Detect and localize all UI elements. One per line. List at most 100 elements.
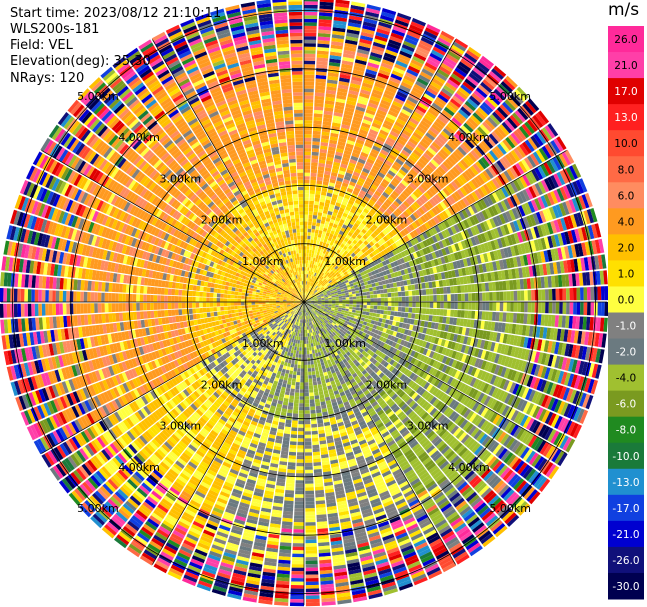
velocity-gate xyxy=(400,312,405,318)
velocity-gate xyxy=(347,25,361,32)
velocity-gate xyxy=(324,280,329,285)
velocity-gate xyxy=(354,211,361,217)
velocity-gate xyxy=(328,146,336,152)
velocity-gate xyxy=(351,225,357,231)
velocity-gate xyxy=(305,291,308,296)
velocity-gate xyxy=(314,395,320,400)
velocity-gate xyxy=(326,255,330,260)
velocity-gate xyxy=(312,374,316,379)
velocity-gate xyxy=(319,155,327,161)
velocity-gate xyxy=(345,299,350,302)
velocity-gate xyxy=(319,12,333,17)
velocity-gate xyxy=(346,168,354,175)
velocity-gate xyxy=(393,144,403,152)
velocity-gate xyxy=(348,211,355,217)
velocity-gate xyxy=(452,41,467,52)
velocity-gate xyxy=(392,177,401,185)
velocity-gate xyxy=(333,112,343,117)
velocity-gate xyxy=(307,281,310,286)
velocity-gate xyxy=(479,123,491,135)
velocity-gate xyxy=(334,108,344,114)
velocity-gate xyxy=(346,202,353,209)
velocity-gate xyxy=(356,180,364,187)
velocity-gate xyxy=(407,185,415,193)
velocity-gate xyxy=(435,168,444,178)
velocity-gate xyxy=(447,101,460,111)
velocity-gate xyxy=(393,161,402,169)
velocity-gate xyxy=(410,193,418,201)
velocity-gate xyxy=(323,265,327,270)
velocity-gate xyxy=(304,116,313,121)
velocity-gate xyxy=(361,219,368,226)
velocity-gate xyxy=(457,285,462,293)
velocity-gate xyxy=(381,165,389,173)
velocity-gate xyxy=(310,232,315,237)
velocity-gate xyxy=(370,52,383,59)
velocity-gate xyxy=(576,287,581,301)
velocity-gate xyxy=(363,164,372,171)
velocity-gate xyxy=(343,113,353,120)
velocity-gate xyxy=(365,237,372,244)
velocity-gate xyxy=(321,282,325,286)
velocity-gate xyxy=(309,264,312,268)
velocity-gate xyxy=(317,262,321,267)
velocity-gate xyxy=(315,281,319,285)
velocity-gate xyxy=(330,258,335,263)
velocity-gate xyxy=(317,258,320,263)
velocity-gate xyxy=(346,257,351,262)
velocity-gate xyxy=(311,155,319,160)
velocity-gate xyxy=(316,287,320,291)
velocity-gate xyxy=(424,27,439,37)
velocity-gate xyxy=(317,33,331,38)
velocity-gate xyxy=(324,170,331,176)
velocity-gate xyxy=(335,271,340,276)
velocity-gate xyxy=(600,286,605,301)
velocity-gate xyxy=(352,69,365,76)
velocity-gate xyxy=(400,47,414,56)
velocity-gate xyxy=(319,201,325,207)
velocity-gate xyxy=(336,198,343,204)
velocity-gate xyxy=(344,146,353,152)
velocity-gate xyxy=(305,291,307,296)
velocity-gate xyxy=(304,221,308,226)
velocity-gate xyxy=(315,262,319,266)
velocity-gate xyxy=(415,302,420,308)
velocity-gate xyxy=(457,310,462,318)
velocity-gate xyxy=(363,217,370,223)
velocity-gate xyxy=(378,69,391,77)
velocity-gate xyxy=(304,267,306,271)
velocity-gate xyxy=(332,242,337,248)
velocity-gate xyxy=(345,297,350,300)
velocity-gate xyxy=(587,302,591,316)
velocity-gate xyxy=(370,298,374,302)
velocity-gate xyxy=(341,262,346,267)
velocity-gate xyxy=(499,291,504,301)
velocity-gate xyxy=(356,304,360,308)
velocity-gate xyxy=(304,211,309,215)
velocity-gate xyxy=(336,263,341,268)
velocity-gate xyxy=(315,269,318,274)
velocity-gate xyxy=(439,112,451,122)
velocity-gate xyxy=(458,109,469,119)
velocity-gate xyxy=(330,266,335,271)
velocity-gate xyxy=(353,187,361,193)
velocity-gate xyxy=(337,269,342,274)
velocity-gate xyxy=(363,115,373,122)
velocity-gate xyxy=(457,146,467,156)
velocity-gate xyxy=(398,296,402,302)
velocity-gate xyxy=(308,289,311,293)
velocity-gate xyxy=(443,309,448,317)
velocity-gate xyxy=(386,156,395,164)
velocity-gate xyxy=(362,119,372,126)
velocity-gate xyxy=(351,312,356,316)
velocity-gate xyxy=(310,275,313,279)
velocity-gate xyxy=(343,255,349,260)
velocity-gate xyxy=(383,119,394,127)
velocity-gate xyxy=(310,239,314,244)
velocity-gate xyxy=(355,164,363,171)
velocity-gate xyxy=(433,74,446,84)
velocity-gate xyxy=(304,18,318,23)
velocity-gate xyxy=(318,22,332,27)
velocity-gate xyxy=(580,287,584,301)
velocity-gate xyxy=(395,198,403,205)
